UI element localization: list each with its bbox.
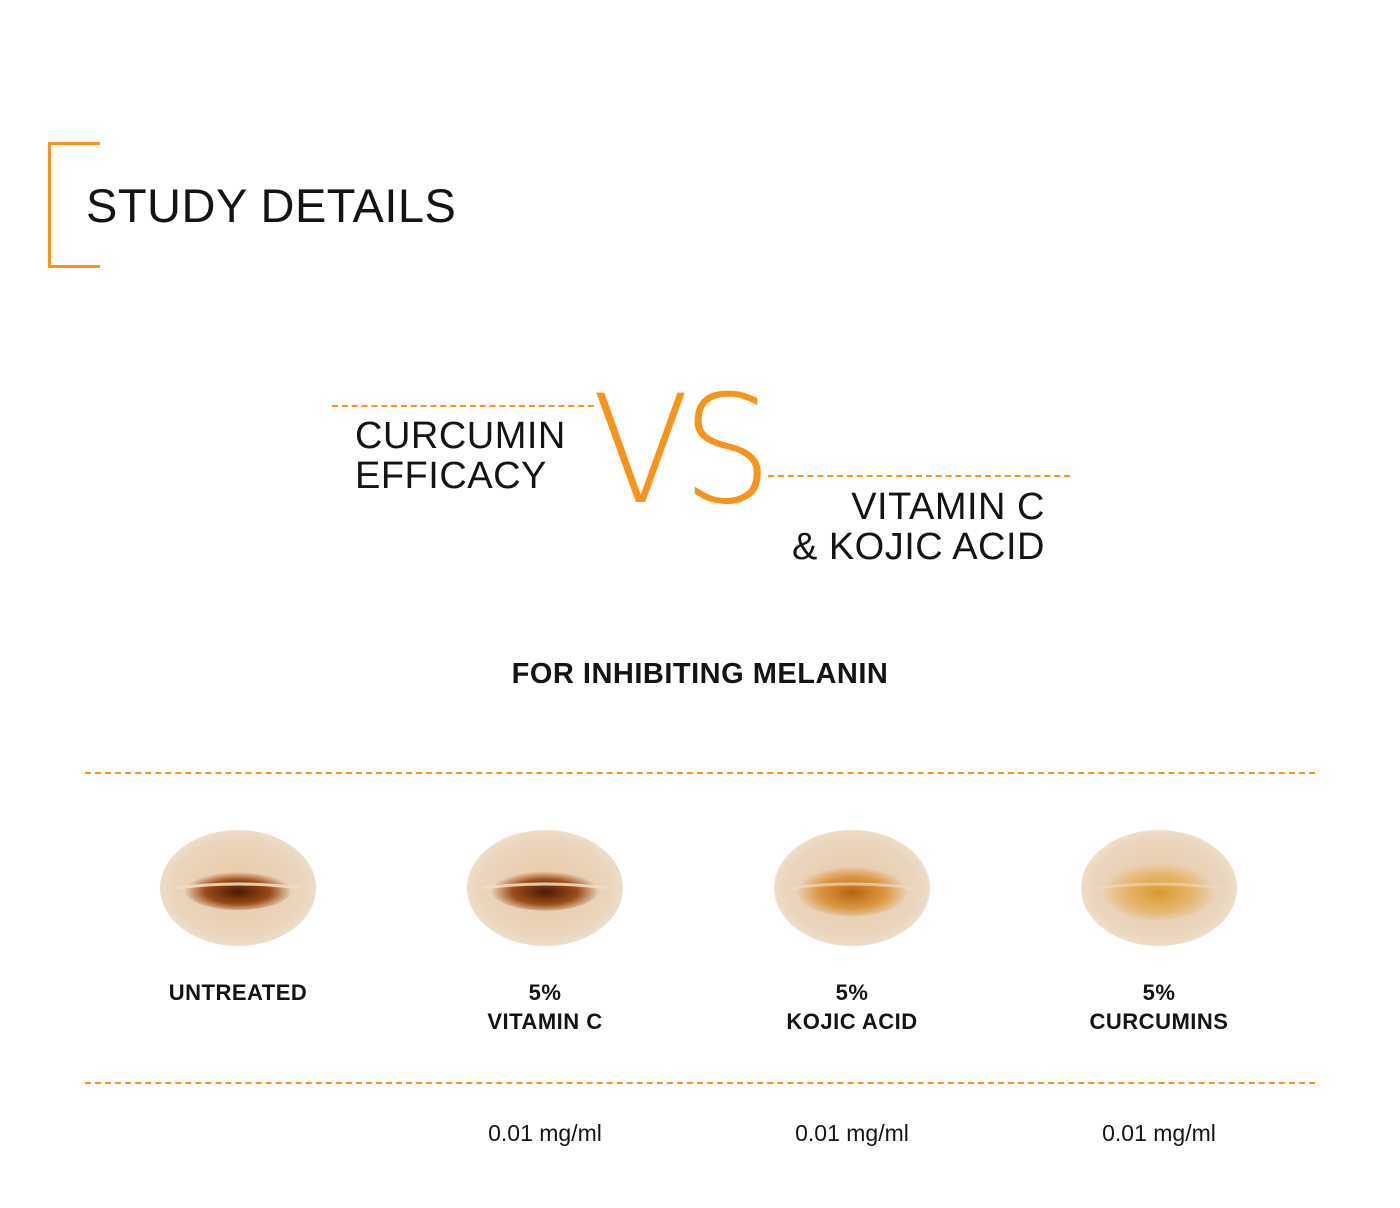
melanin-sample-image	[160, 830, 316, 946]
melanin-sample-image	[774, 830, 930, 946]
sample-label: 5% CURCUMINS	[1089, 980, 1229, 1034]
vs-mark: VS	[592, 364, 772, 538]
sample-label: UNTREATED	[168, 980, 308, 1005]
sample-3: 5% KOJIC ACID	[702, 820, 1002, 1036]
sample-concentration: 0.01 mg/ml	[488, 1120, 602, 1146]
melanin-sample-image	[1081, 830, 1237, 946]
vitamin-c-kojic-acid-title: VITAMIN C & KOJIC ACID	[791, 486, 1045, 568]
top-divider	[85, 772, 1315, 774]
sample-label: 5% VITAMIN C	[487, 980, 603, 1034]
sample-1: UNTREATED	[88, 820, 388, 1007]
melanin-sample-image	[467, 830, 623, 946]
section-title: STUDY DETAILS	[86, 179, 457, 232]
right-title-dashed-line	[768, 475, 1070, 477]
bottom-divider	[85, 1082, 1315, 1084]
left-title-dashed-line	[332, 405, 594, 407]
sample-label: 5% KOJIC ACID	[786, 980, 918, 1034]
subtitle: FOR INHIBITING MELANIN	[511, 658, 889, 690]
sample-2: 5% VITAMIN C	[395, 820, 695, 1036]
curcumin-efficacy-title: CURCUMIN EFFICACY	[355, 415, 566, 497]
title-bracket	[48, 142, 100, 268]
sample-concentration: 0.01 mg/ml	[795, 1120, 909, 1146]
sample-concentration: 0.01 mg/ml	[1102, 1120, 1216, 1146]
sample-4: 5% CURCUMINS	[1009, 820, 1309, 1036]
